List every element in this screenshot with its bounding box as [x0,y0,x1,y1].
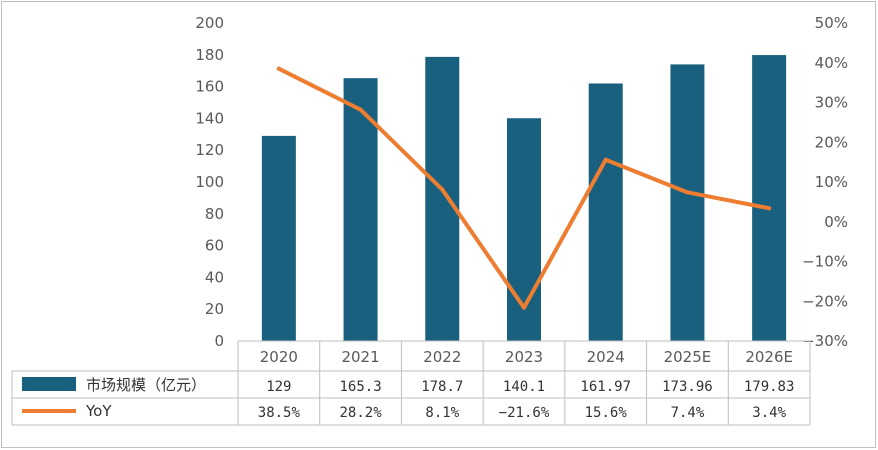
data-table: 2020 2021 2022 2023 2024 2025E 2026E 市场规模（亿元） Yo… [11,340,811,426]
bar [752,55,787,341]
yoy-value-label: 7.4% [671,405,705,421]
yoy-point [440,187,445,192]
category-label: 2021 [341,348,379,366]
left-axis-tick-label: 120 [195,141,224,159]
yoy-value-label: 3.4% [752,405,786,421]
right-axis-tick-label: −20% [802,292,848,310]
left-axis-ticks: 0 20 40 60 80 100 120 140 160 180 200 [195,14,224,350]
line-series [276,66,772,310]
right-axis-tick-label: 50% [815,14,848,32]
bar-value-label: 140.1 [503,379,545,395]
right-axis-tick-label: −10% [802,253,848,271]
right-axis-tick-label: 30% [815,94,848,112]
bar [588,83,623,341]
left-axis-tick-label: 180 [195,46,224,64]
left-axis-tick-label: 0 [214,332,224,350]
legend-line-label: YoY [85,402,112,420]
yoy-value-label: 28.2% [339,405,382,421]
left-axis-tick-label: 40 [205,268,224,286]
category-label: 2023 [505,348,543,366]
left-axis-tick-label: 60 [205,237,224,255]
yoy-value-label: 15.6% [585,405,628,421]
bar [261,135,296,341]
category-label: 2026E [745,348,793,366]
right-axis-tick-label: 40% [815,54,848,72]
right-axis-ticks: −30% −20% −10% 0% 10% 20% 30% 40% 50% [802,14,848,350]
bar [343,78,378,341]
yoy-point [276,66,281,71]
left-axis-tick-label: 80 [205,205,224,223]
yoy-point [767,206,772,211]
yoy-value-label: −21.6% [499,405,550,421]
category-label: 2025E [664,348,712,366]
left-axis-tick-label: 20 [205,300,224,318]
bar-value-label: 161.97 [580,379,631,395]
left-axis-tick-label: 140 [195,109,224,127]
bar [670,64,705,342]
bar-value-label: 173.96 [662,379,713,395]
left-axis-tick-label: 160 [195,78,224,96]
bar-value-label: 129 [266,379,291,395]
bar-value-label: 178.7 [421,379,463,395]
right-axis-tick-label: 10% [815,173,848,191]
bar-value-label: 165.3 [339,379,381,395]
yoy-value-label: 8.1% [425,405,459,421]
yoy-point [522,305,526,310]
yoy-point [603,157,608,162]
yoy-point [358,107,363,112]
left-axis-tick-label: 100 [195,173,224,191]
category-label: 2022 [423,348,461,366]
yoy-point [685,190,690,195]
left-axis-tick-label: 200 [195,14,224,32]
bar-value-label: 179.83 [744,379,795,395]
legend-bar-swatch [22,377,76,391]
category-label: 2020 [260,348,298,366]
category-label: 2024 [587,348,625,366]
right-axis-tick-label: −30% [802,332,848,350]
bar [425,56,460,341]
yoy-value-label: 38.5% [258,405,301,421]
legend-bar-label: 市场规模（亿元） [86,376,206,394]
right-axis-tick-label: 0% [824,213,848,231]
right-axis-tick-label: 20% [815,133,848,151]
